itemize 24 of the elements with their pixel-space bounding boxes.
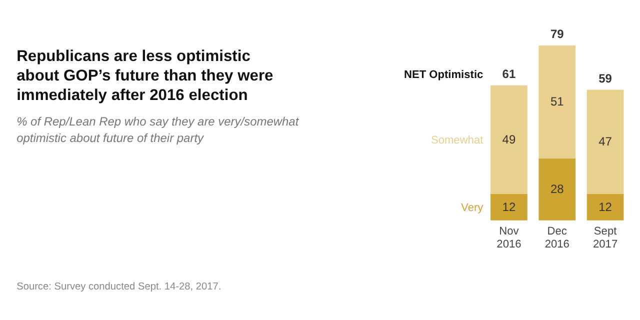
series-label: Somewhat (430, 134, 484, 146)
bar (586, 194, 624, 220)
text: Republicans are less optimistic about GOP’s future than they were immediately after 2016 election (16, 48, 274, 104)
total-label: 59 (598, 71, 612, 86)
data-label: 47 (598, 134, 612, 148)
data-label: 49 (502, 132, 516, 146)
series-label: Very (461, 202, 484, 214)
total-label: 79 (550, 27, 564, 42)
data-label: 12 (502, 200, 516, 214)
data-label: 51 (550, 94, 564, 109)
x-tick-label: Nov 2016 (496, 226, 522, 251)
data-label: 28 (550, 182, 564, 196)
text: % of Rep/Lean Rep who say they are very/somewhat optimistic about future of their party (16, 114, 300, 146)
bar (538, 45, 576, 158)
bar (490, 194, 528, 220)
bar (586, 90, 624, 194)
x-tick-label: Dec 2016 (544, 226, 570, 251)
annotation: NET Optimistic (404, 68, 484, 81)
bar (538, 158, 576, 220)
total-label: 61 (502, 66, 516, 81)
bar (490, 85, 528, 194)
source-note: Source: Survey conducted Sept. 14-28, 2017. (16, 281, 222, 292)
x-tick-label: Sept 2017 (593, 226, 618, 251)
data-label: 12 (598, 200, 612, 214)
